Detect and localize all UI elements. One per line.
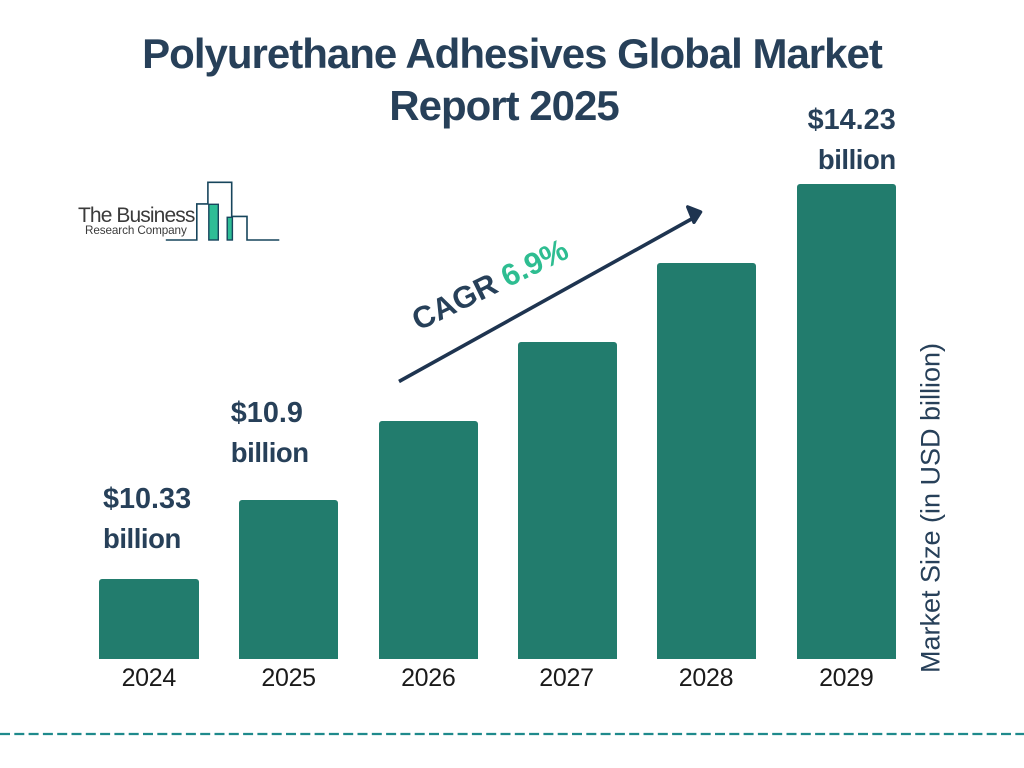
svg-text:CAGR 6.9%: CAGR 6.9% <box>406 232 573 338</box>
